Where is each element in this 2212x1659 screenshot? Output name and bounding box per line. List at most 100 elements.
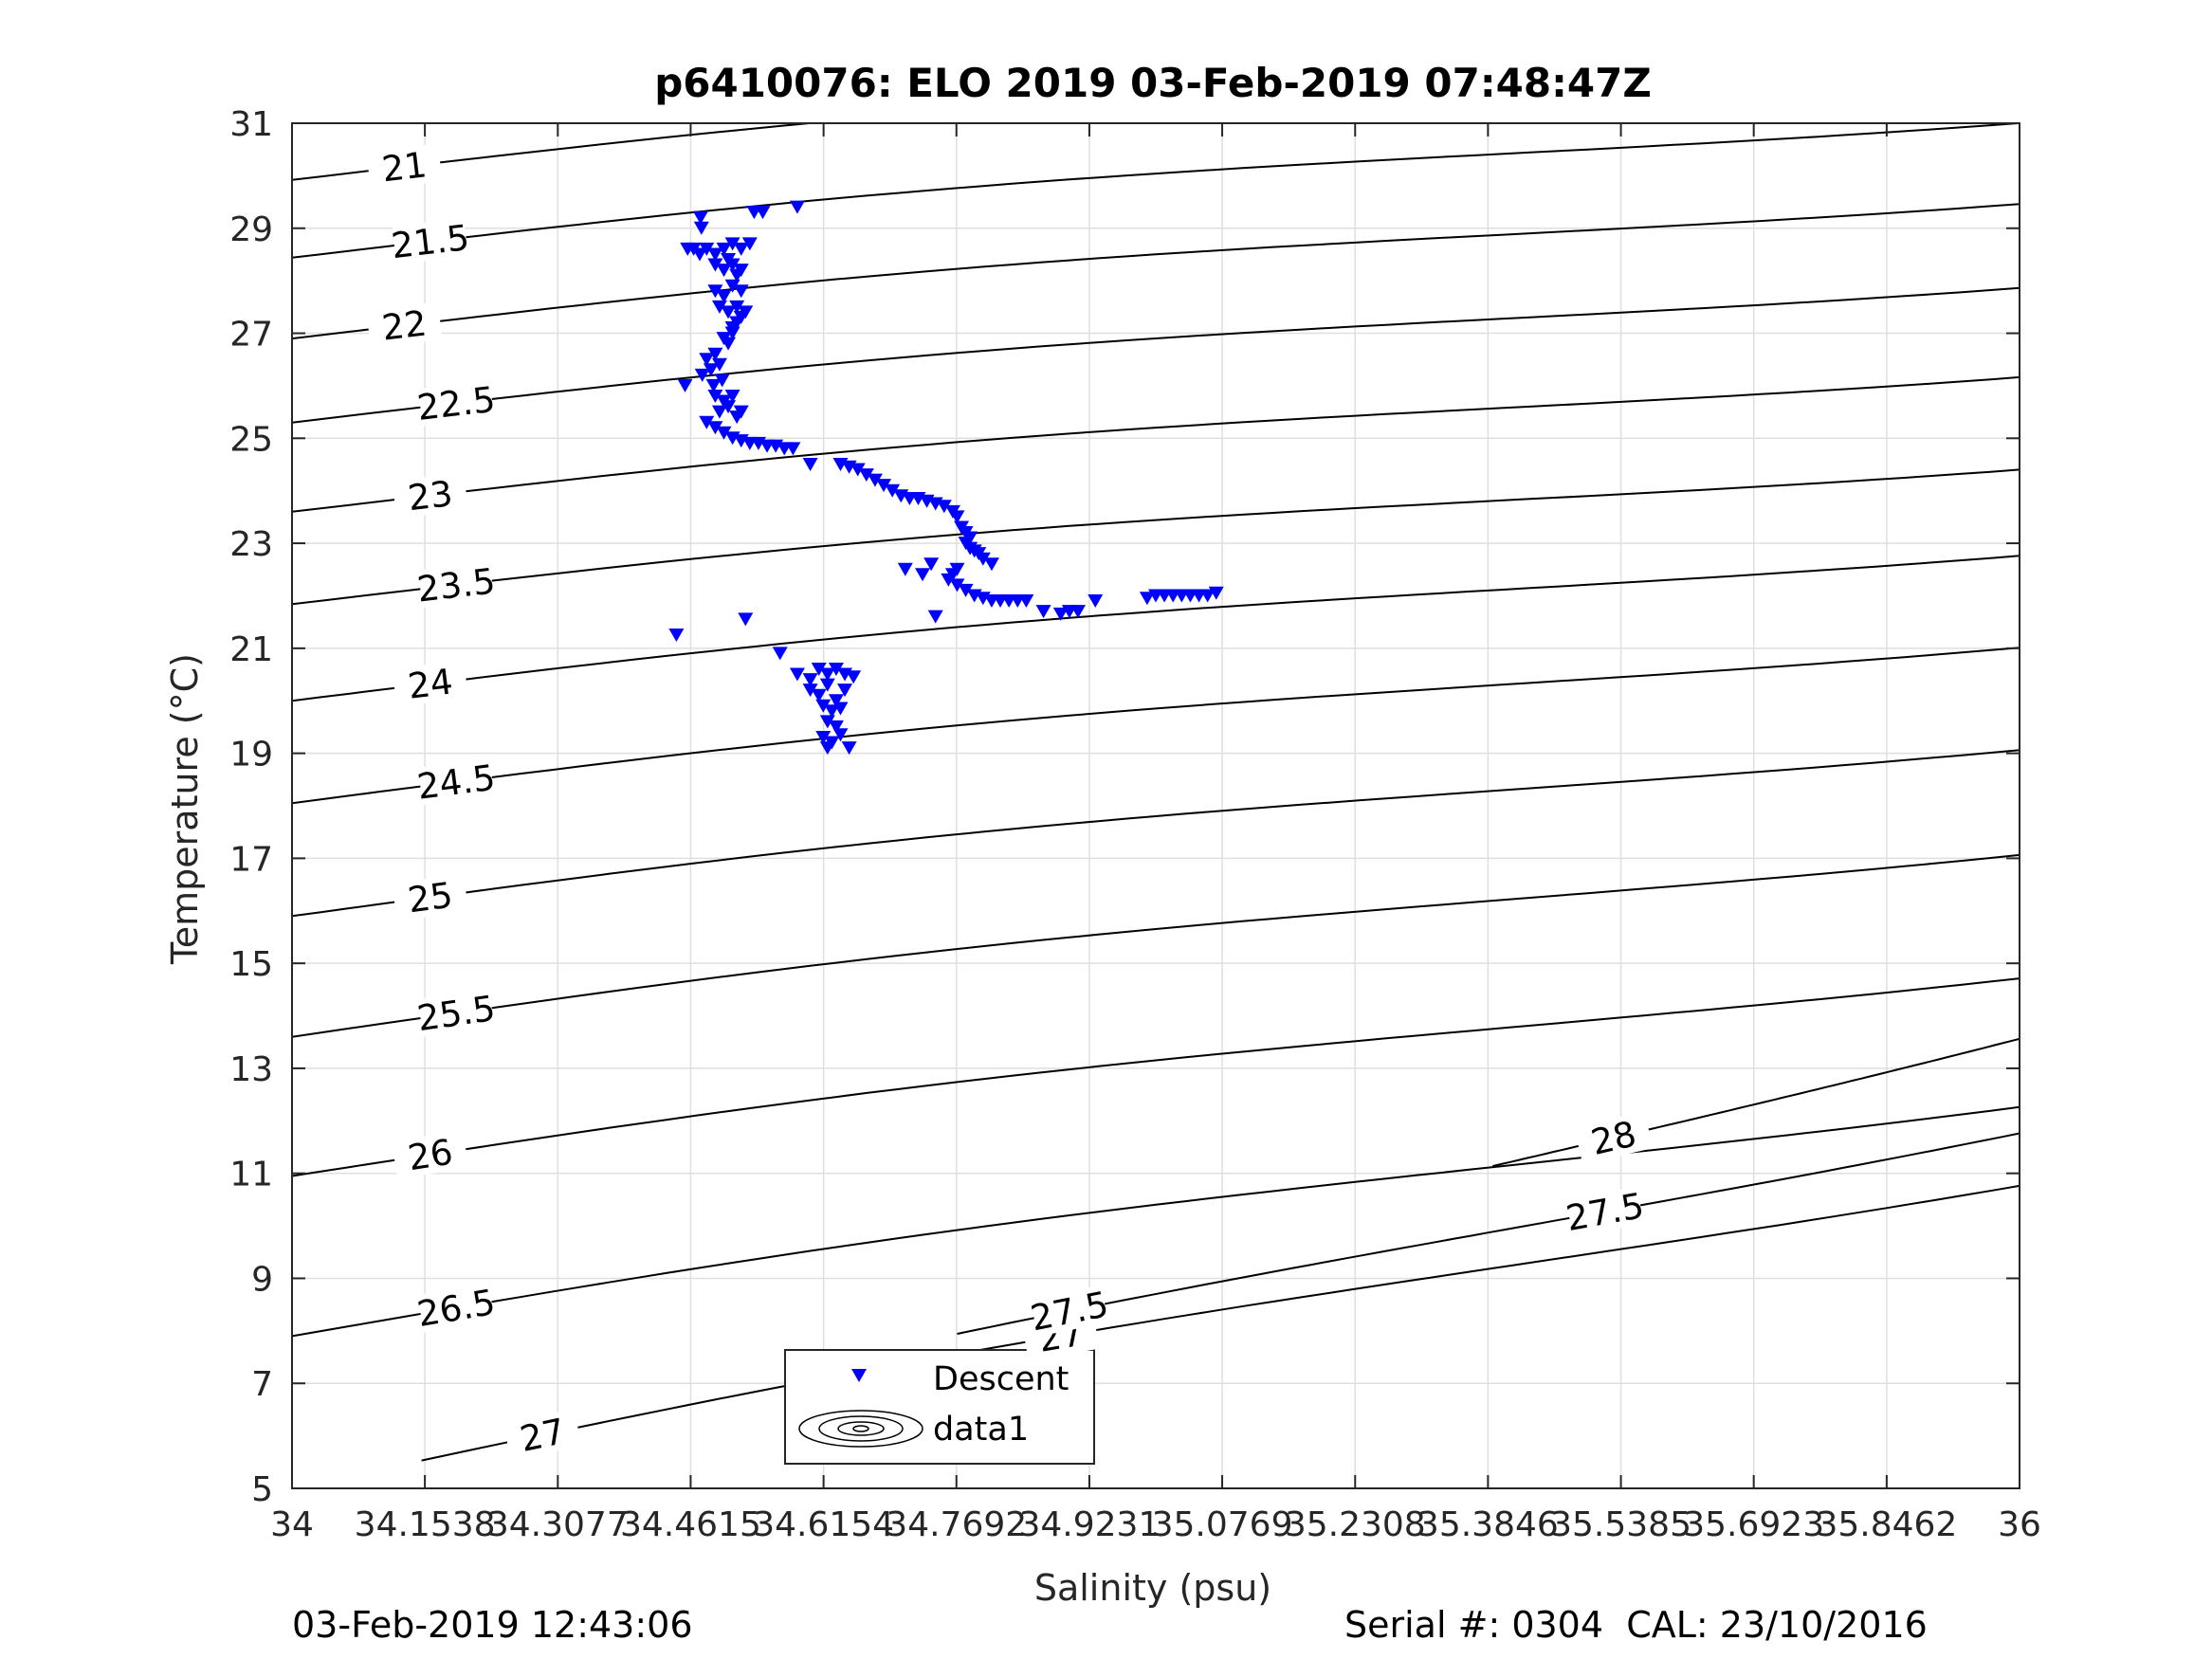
- contour-label-bg: [1574, 1111, 1654, 1165]
- contour-label: 23: [406, 473, 455, 519]
- grid: [291, 122, 2020, 1489]
- data-point: [1052, 607, 1069, 621]
- contour-label: 22: [380, 302, 430, 348]
- data-point: [711, 405, 727, 419]
- data-point: [707, 284, 723, 299]
- contour-label-bg: [418, 380, 495, 427]
- data-point: [1139, 592, 1155, 606]
- data-point: [958, 583, 974, 597]
- data-point: [846, 670, 862, 684]
- data-point: [738, 612, 754, 627]
- data-point: [949, 578, 965, 592]
- data-point: [811, 688, 827, 702]
- contour-label: 24: [406, 661, 455, 706]
- contour-label: 28: [1587, 1113, 1640, 1163]
- contour-labels: 21 21.5 22 22.5 23 23.5 24 24.5 25 25.5 26 26.5 27 27…: [366, 143, 1654, 1461]
- x-tick-label: 34.6154: [753, 1505, 894, 1544]
- data-point: [707, 390, 723, 403]
- data-point: [707, 347, 723, 361]
- density-contour-26: [292, 977, 2020, 1177]
- data-point: [885, 483, 901, 498]
- data-point: [707, 421, 723, 435]
- data-point: [668, 629, 685, 642]
- data-point: [785, 442, 801, 456]
- contour-label: 23.5: [415, 560, 498, 610]
- descent-series: [668, 200, 1224, 756]
- data-point: [733, 242, 749, 256]
- data-point: [915, 568, 931, 582]
- density-contour-21: [292, 123, 820, 181]
- data-point: [923, 557, 940, 572]
- data-point: [858, 468, 874, 483]
- data-point: [711, 357, 727, 372]
- x-axis: 34 34.153834.307734.461534.615434.769234.…: [270, 123, 2041, 1544]
- data-point: [819, 678, 835, 692]
- y-tick-label: 25: [229, 420, 273, 459]
- data-point: [936, 500, 952, 514]
- contour-label-bg: [392, 873, 469, 921]
- contour-label: 22.5: [415, 379, 498, 428]
- data-point: [738, 305, 754, 319]
- data-point: [811, 663, 827, 676]
- data-point: [1018, 594, 1034, 608]
- data-point: [927, 610, 943, 624]
- x-tick-label: 34.3077: [487, 1505, 629, 1544]
- data-point: [1199, 589, 1216, 603]
- footer-serial-cal: Serial #: 0304 CAL: 23/10/2016: [1344, 1604, 1928, 1646]
- data-point: [721, 305, 737, 319]
- y-tick-label: 31: [229, 105, 273, 144]
- contour-label-bg: [392, 472, 468, 519]
- contour-label-bg: [366, 301, 443, 349]
- density-contour-27: [421, 1184, 2020, 1462]
- data-point: [707, 258, 723, 272]
- data-point: [828, 694, 844, 708]
- y-tick-label: 7: [251, 1365, 273, 1404]
- y-tick-label: 11: [229, 1156, 273, 1194]
- data-point: [802, 673, 818, 687]
- contour-label: 27.5: [1563, 1185, 1647, 1239]
- data-point: [733, 284, 749, 299]
- data-point: [1088, 594, 1104, 608]
- data-point: [716, 264, 732, 278]
- y-axis-label: Temperature (°C): [164, 653, 206, 965]
- data-point: [716, 289, 732, 303]
- x-tick-label: 35.0769: [1152, 1505, 1293, 1544]
- data-point: [677, 378, 693, 392]
- x-tick-label: 35.3846: [1417, 1505, 1559, 1544]
- data-point: [721, 337, 737, 351]
- data-point: [711, 300, 727, 314]
- contour-label-bg: [392, 660, 468, 707]
- data-point: [699, 415, 715, 429]
- data-point: [729, 316, 745, 330]
- data-point: [729, 300, 745, 314]
- y-tick-label: 9: [251, 1260, 273, 1299]
- data-point: [705, 378, 722, 392]
- contour-label: 26: [405, 1132, 455, 1179]
- density-contour-23.5: [292, 468, 2020, 606]
- data-point: [699, 353, 715, 367]
- data-point: [724, 390, 740, 403]
- data-point: [1208, 586, 1224, 600]
- contour-label: 25: [406, 875, 455, 921]
- contour-label-bg: [417, 1283, 495, 1333]
- contour-label-bg: [366, 143, 443, 191]
- data-point: [691, 247, 707, 262]
- contour-label-bg: [503, 1409, 582, 1461]
- contour-label: 21: [380, 144, 430, 190]
- x-tick-label: 34: [270, 1505, 314, 1544]
- contour-label-bg: [1030, 1285, 1109, 1337]
- data-point: [703, 363, 719, 377]
- data-point: [741, 237, 758, 251]
- data-point: [841, 741, 857, 756]
- legend: Descent data1: [784, 1349, 1095, 1465]
- y-tick-label: 17: [229, 840, 273, 879]
- data-point: [828, 663, 844, 676]
- data-point: [802, 684, 818, 698]
- x-tick-label: 34.4615: [620, 1505, 761, 1544]
- data-point: [721, 253, 737, 266]
- y-tick-label: 5: [251, 1470, 273, 1509]
- data-point: [802, 458, 818, 471]
- data-point: [824, 704, 840, 719]
- y-tick-label: 29: [229, 210, 273, 249]
